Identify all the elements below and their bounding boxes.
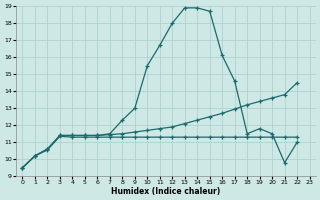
X-axis label: Humidex (Indice chaleur): Humidex (Indice chaleur) xyxy=(111,187,221,196)
